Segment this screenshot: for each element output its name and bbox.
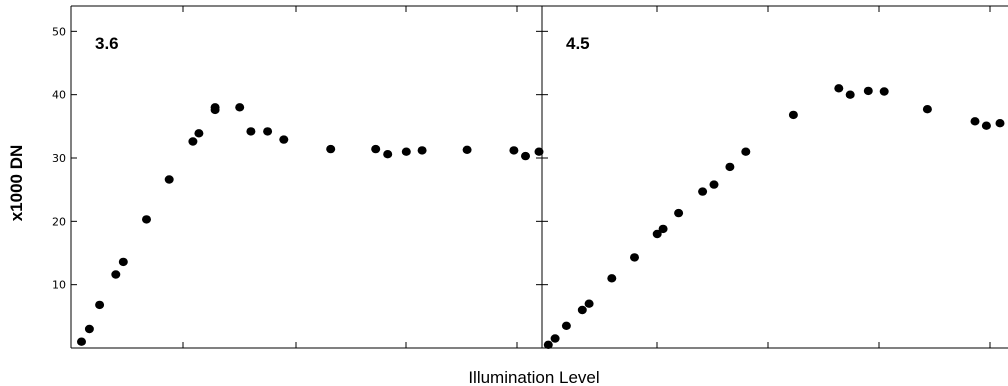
point-1-6 xyxy=(630,253,639,262)
point-1-20 xyxy=(970,117,980,126)
point-0-16 xyxy=(371,144,381,154)
point-1-19 xyxy=(922,105,932,114)
point-0-1 xyxy=(84,324,94,334)
point-0-5 xyxy=(142,215,151,224)
y-tick-label-10: 10 xyxy=(52,279,66,292)
x-axis-label: Illumination Level xyxy=(468,368,599,386)
point-1-22 xyxy=(995,119,1005,128)
point-0-11 xyxy=(235,103,245,112)
point-0-6 xyxy=(164,175,174,184)
point-1-21 xyxy=(981,121,991,130)
point-1-9 xyxy=(674,208,684,218)
point-0-17 xyxy=(383,150,393,159)
point-0-10 xyxy=(210,103,220,112)
point-1-15 xyxy=(834,84,844,93)
point-0-23 xyxy=(534,147,544,156)
y-tick-label-40: 40 xyxy=(52,89,66,102)
point-1-5 xyxy=(607,274,617,283)
point-0-19 xyxy=(417,146,427,155)
y-tick-label-30: 30 xyxy=(52,152,66,165)
point-0-18 xyxy=(401,147,411,156)
panel-title-0: 3.6 xyxy=(95,34,119,53)
point-0-3 xyxy=(111,270,121,279)
point-1-7 xyxy=(652,229,662,239)
point-0-0 xyxy=(77,337,86,346)
point-0-2 xyxy=(95,300,105,310)
point-1-4 xyxy=(584,299,594,308)
point-1-3 xyxy=(577,305,587,315)
y-tick-label-50: 50 xyxy=(52,25,66,38)
point-1-13 xyxy=(741,147,751,156)
point-1-10 xyxy=(698,187,708,196)
point-1-17 xyxy=(863,86,873,96)
point-0-20 xyxy=(462,145,472,154)
point-0-12 xyxy=(246,127,256,136)
y-tick-label-20: 20 xyxy=(52,215,66,228)
point-0-13 xyxy=(263,127,273,136)
point-1-16 xyxy=(845,90,855,99)
point-0-21 xyxy=(509,146,519,155)
point-0-8 xyxy=(194,129,204,138)
point-1-0 xyxy=(543,340,553,349)
point-0-22 xyxy=(521,151,530,161)
point-1-12 xyxy=(725,162,735,172)
point-0-14 xyxy=(279,135,289,144)
point-0-7 xyxy=(188,137,198,146)
point-1-2 xyxy=(561,321,571,330)
point-1-14 xyxy=(788,110,798,120)
point-1-18 xyxy=(879,87,889,96)
y-axis-label: x1000 DN xyxy=(7,145,26,222)
point-0-15 xyxy=(326,144,336,154)
point-1-11 xyxy=(709,180,719,189)
point-1-1 xyxy=(550,334,560,343)
point-1-8 xyxy=(658,224,668,234)
point-0-4 xyxy=(118,257,128,267)
panel-title-1: 4.5 xyxy=(566,34,590,53)
